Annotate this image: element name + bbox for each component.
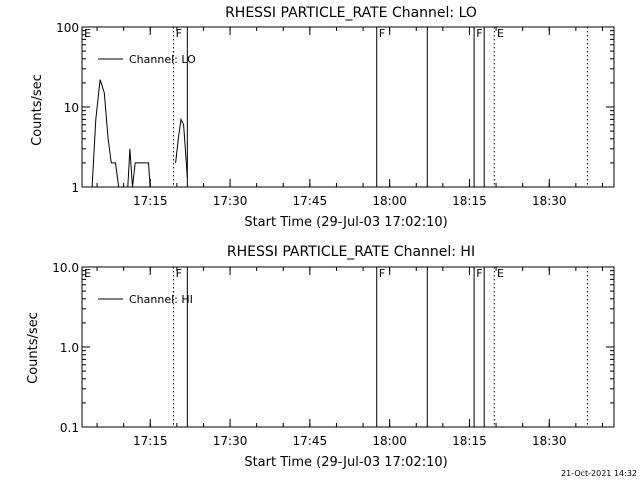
event-marker-label-lo: E bbox=[497, 27, 504, 40]
x-tick-label-lo: 18:30 bbox=[532, 194, 567, 208]
event-marker-label-hi: E bbox=[497, 267, 504, 280]
x-tick-label-hi: 18:30 bbox=[532, 434, 567, 448]
x-tick-label-hi: 18:00 bbox=[372, 434, 407, 448]
x-tick-label-hi: 18:15 bbox=[452, 434, 487, 448]
y-tick-label-lo: 100 bbox=[56, 21, 79, 35]
x-tick-label-hi: 17:15 bbox=[133, 434, 168, 448]
panel-hi: RHESSI PARTICLE_RATE Channel: HI Counts/… bbox=[26, 244, 615, 470]
series-line-lo bbox=[127, 148, 151, 188]
x-axis-label-hi: Start Time (29-Jul-03 17:02:10) bbox=[244, 455, 447, 470]
series-line-lo bbox=[175, 117, 188, 178]
y-tick-label-lo: 10 bbox=[64, 101, 79, 115]
event-marker-label-hi: F bbox=[176, 267, 182, 280]
event-marker-label-hi: F bbox=[379, 267, 385, 280]
event-marker-label-lo: F bbox=[476, 27, 482, 40]
event-marker-label-hi: E bbox=[84, 267, 91, 280]
series-line-lo bbox=[91, 79, 120, 188]
x-tick-label-lo: 18:15 bbox=[452, 194, 487, 208]
x-axis-label-lo: Start Time (29-Jul-03 17:02:10) bbox=[244, 215, 447, 230]
y-axis-label-lo: Counts/sec bbox=[30, 74, 45, 146]
marks-lo: 1 10 100 17:15 17:30 17:45 18:00 18:15 18:30 E F F F… bbox=[56, 21, 615, 208]
y-tick-label-hi: 1.0 bbox=[60, 341, 79, 355]
x-tick-label-lo: 17:45 bbox=[293, 194, 328, 208]
event-marker-label-lo: F bbox=[176, 27, 182, 40]
generation-timestamp: 21-Oct-2021 14:32 bbox=[561, 469, 637, 478]
event-marker-label-lo: E bbox=[84, 27, 91, 40]
plot-frame-lo bbox=[81, 26, 615, 188]
plot-frame-hi bbox=[81, 266, 615, 428]
event-marker-label-hi: F bbox=[476, 267, 482, 280]
panel-lo: RHESSI PARTICLE_RATE Channel: LO Counts/… bbox=[30, 5, 615, 230]
legend-label-lo: Channel: LO bbox=[129, 53, 196, 66]
y-tick-label-hi: 0.1 bbox=[60, 421, 79, 435]
x-tick-label-lo: 17:15 bbox=[133, 194, 168, 208]
x-tick-label-hi: 17:30 bbox=[213, 434, 248, 448]
x-tick-label-lo: 17:30 bbox=[213, 194, 248, 208]
x-tick-label-lo: 18:00 bbox=[372, 194, 407, 208]
marks-hi: 0.1 1.0 10.0 17:15 17:30 17:45 18:00 18:15 18:30… bbox=[52, 261, 615, 448]
y-axis-label-hi: Counts/sec bbox=[26, 312, 41, 384]
y-tick-label-hi: 10.0 bbox=[52, 261, 79, 275]
event-marker-label-lo: F bbox=[379, 27, 385, 40]
chart-title-hi: RHESSI PARTICLE_RATE Channel: HI bbox=[227, 244, 475, 260]
y-tick-label-lo: 1 bbox=[71, 181, 79, 195]
legend-label-hi: Channel: HI bbox=[129, 293, 193, 306]
chart-title-lo: RHESSI PARTICLE_RATE Channel: LO bbox=[225, 5, 477, 21]
x-tick-label-hi: 17:45 bbox=[293, 434, 328, 448]
